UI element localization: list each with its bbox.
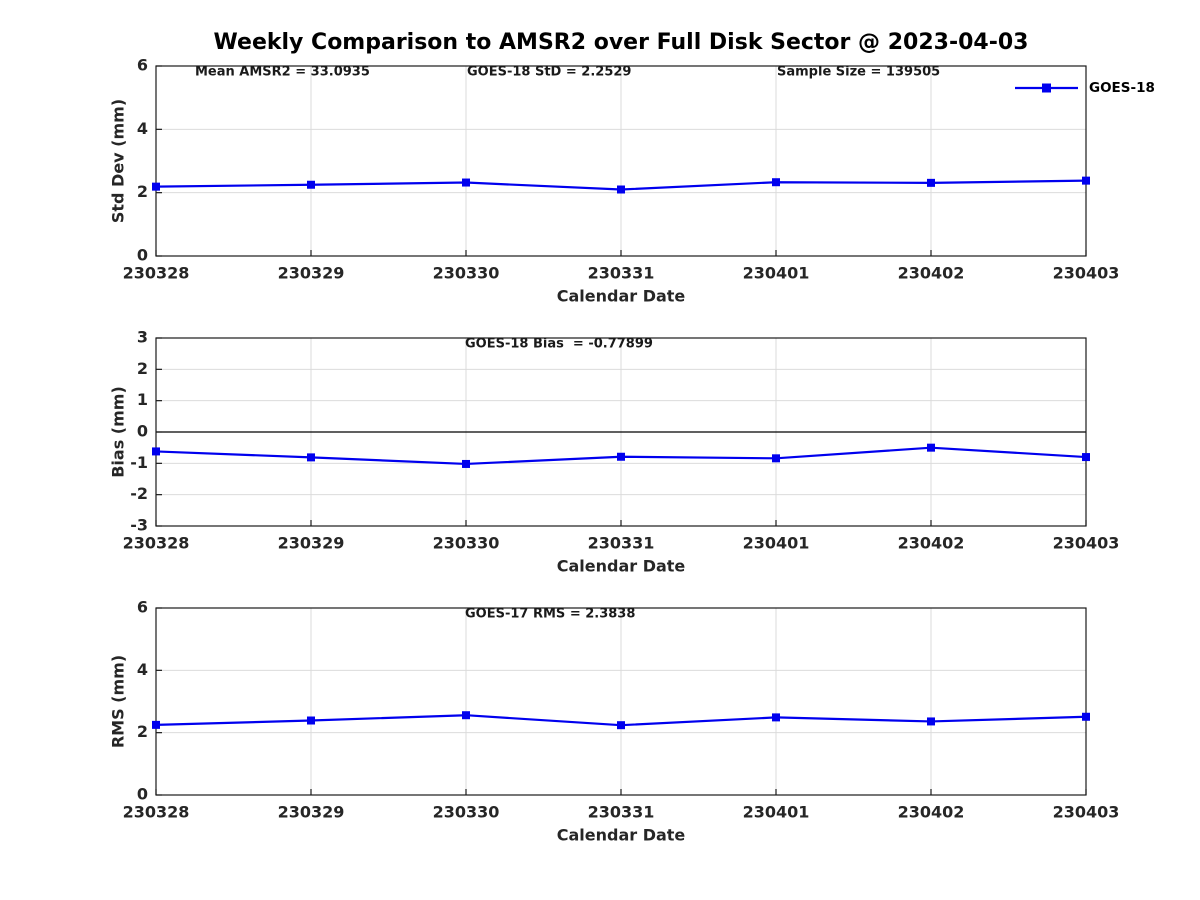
y-axis-label: RMS (mm) <box>109 655 128 748</box>
x-tick-label: 230402 <box>898 803 965 822</box>
x-tick-label: 230328 <box>123 803 190 822</box>
x-axis-label: Calendar Date <box>557 287 686 306</box>
x-tick-label: 230328 <box>123 264 190 283</box>
data-point-marker <box>617 185 625 194</box>
y-tick-label: 2 <box>137 182 148 201</box>
x-axis-label: Calendar Date <box>557 557 686 576</box>
y-tick-label: 0 <box>137 785 148 804</box>
data-point-marker <box>152 720 160 729</box>
data-point-marker <box>1082 712 1090 721</box>
y-tick-label: 1 <box>137 390 148 409</box>
x-tick-label: 230401 <box>743 803 810 822</box>
x-tick-label: 230329 <box>278 803 345 822</box>
data-point-marker <box>617 452 625 461</box>
x-tick-label: 230331 <box>588 803 655 822</box>
y-tick-label: 3 <box>137 328 148 347</box>
y-tick-label: 6 <box>137 56 148 75</box>
data-point-marker <box>462 711 470 720</box>
x-tick-label: 230330 <box>433 534 500 553</box>
y-tick-label: -1 <box>130 453 148 472</box>
data-point-marker <box>617 721 625 730</box>
data-point-marker <box>927 178 935 187</box>
y-axis-label: Bias (mm) <box>109 386 128 478</box>
legend-label: GOES-18 <box>1089 80 1155 96</box>
annotation-text: GOES-18 StD = 2.2529 <box>467 65 631 80</box>
data-point-marker <box>772 713 780 722</box>
x-tick-label: 230401 <box>743 264 810 283</box>
x-tick-label: 230329 <box>278 264 345 283</box>
data-point-marker <box>307 453 315 462</box>
y-tick-label: 2 <box>137 722 148 741</box>
data-point-marker <box>772 454 780 463</box>
y-tick-label: 6 <box>137 598 148 617</box>
annotation-text: GOES-18 Bias = -0.77899 <box>465 337 653 352</box>
x-tick-label: 230328 <box>123 534 190 553</box>
chart-title: Weekly Comparison to AMSR2 over Full Dis… <box>213 30 1029 55</box>
x-tick-label: 230329 <box>278 534 345 553</box>
y-tick-label: 2 <box>137 359 148 378</box>
x-tick-label: 230330 <box>433 803 500 822</box>
y-tick-label: 0 <box>137 422 148 441</box>
data-point-marker <box>772 178 780 187</box>
y-axis-label: Std Dev (mm) <box>109 99 128 223</box>
x-tick-label: 230402 <box>898 534 965 553</box>
y-tick-label: 4 <box>137 660 148 679</box>
data-point-marker <box>1082 176 1090 185</box>
x-tick-label: 230401 <box>743 534 810 553</box>
data-point-marker <box>462 459 470 468</box>
data-point-marker <box>927 443 935 452</box>
data-point-marker <box>307 716 315 725</box>
data-point-marker <box>307 180 315 189</box>
x-tick-label: 230330 <box>433 264 500 283</box>
annotation-text: Mean AMSR2 = 33.0935 <box>195 65 370 80</box>
y-tick-label: 4 <box>137 119 148 138</box>
data-point-marker <box>462 178 470 187</box>
x-tick-label: 230331 <box>588 264 655 283</box>
data-point-marker <box>152 447 160 456</box>
legend-marker-sample <box>1042 83 1051 93</box>
x-tick-label: 230403 <box>1053 534 1120 553</box>
x-tick-label: 230403 <box>1053 803 1120 822</box>
data-point-marker <box>927 717 935 726</box>
data-point-marker <box>1082 453 1090 462</box>
y-tick-label: 0 <box>137 246 148 265</box>
annotation-text: Sample Size = 139505 <box>777 65 940 80</box>
data-point-marker <box>152 182 160 191</box>
x-axis-label: Calendar Date <box>557 826 686 845</box>
annotation-text: GOES-17 RMS = 2.3838 <box>465 607 635 622</box>
y-tick-label: -3 <box>130 516 148 535</box>
x-tick-label: 230331 <box>588 534 655 553</box>
x-tick-label: 230403 <box>1053 264 1120 283</box>
y-tick-label: -2 <box>130 484 148 503</box>
x-tick-label: 230402 <box>898 264 965 283</box>
